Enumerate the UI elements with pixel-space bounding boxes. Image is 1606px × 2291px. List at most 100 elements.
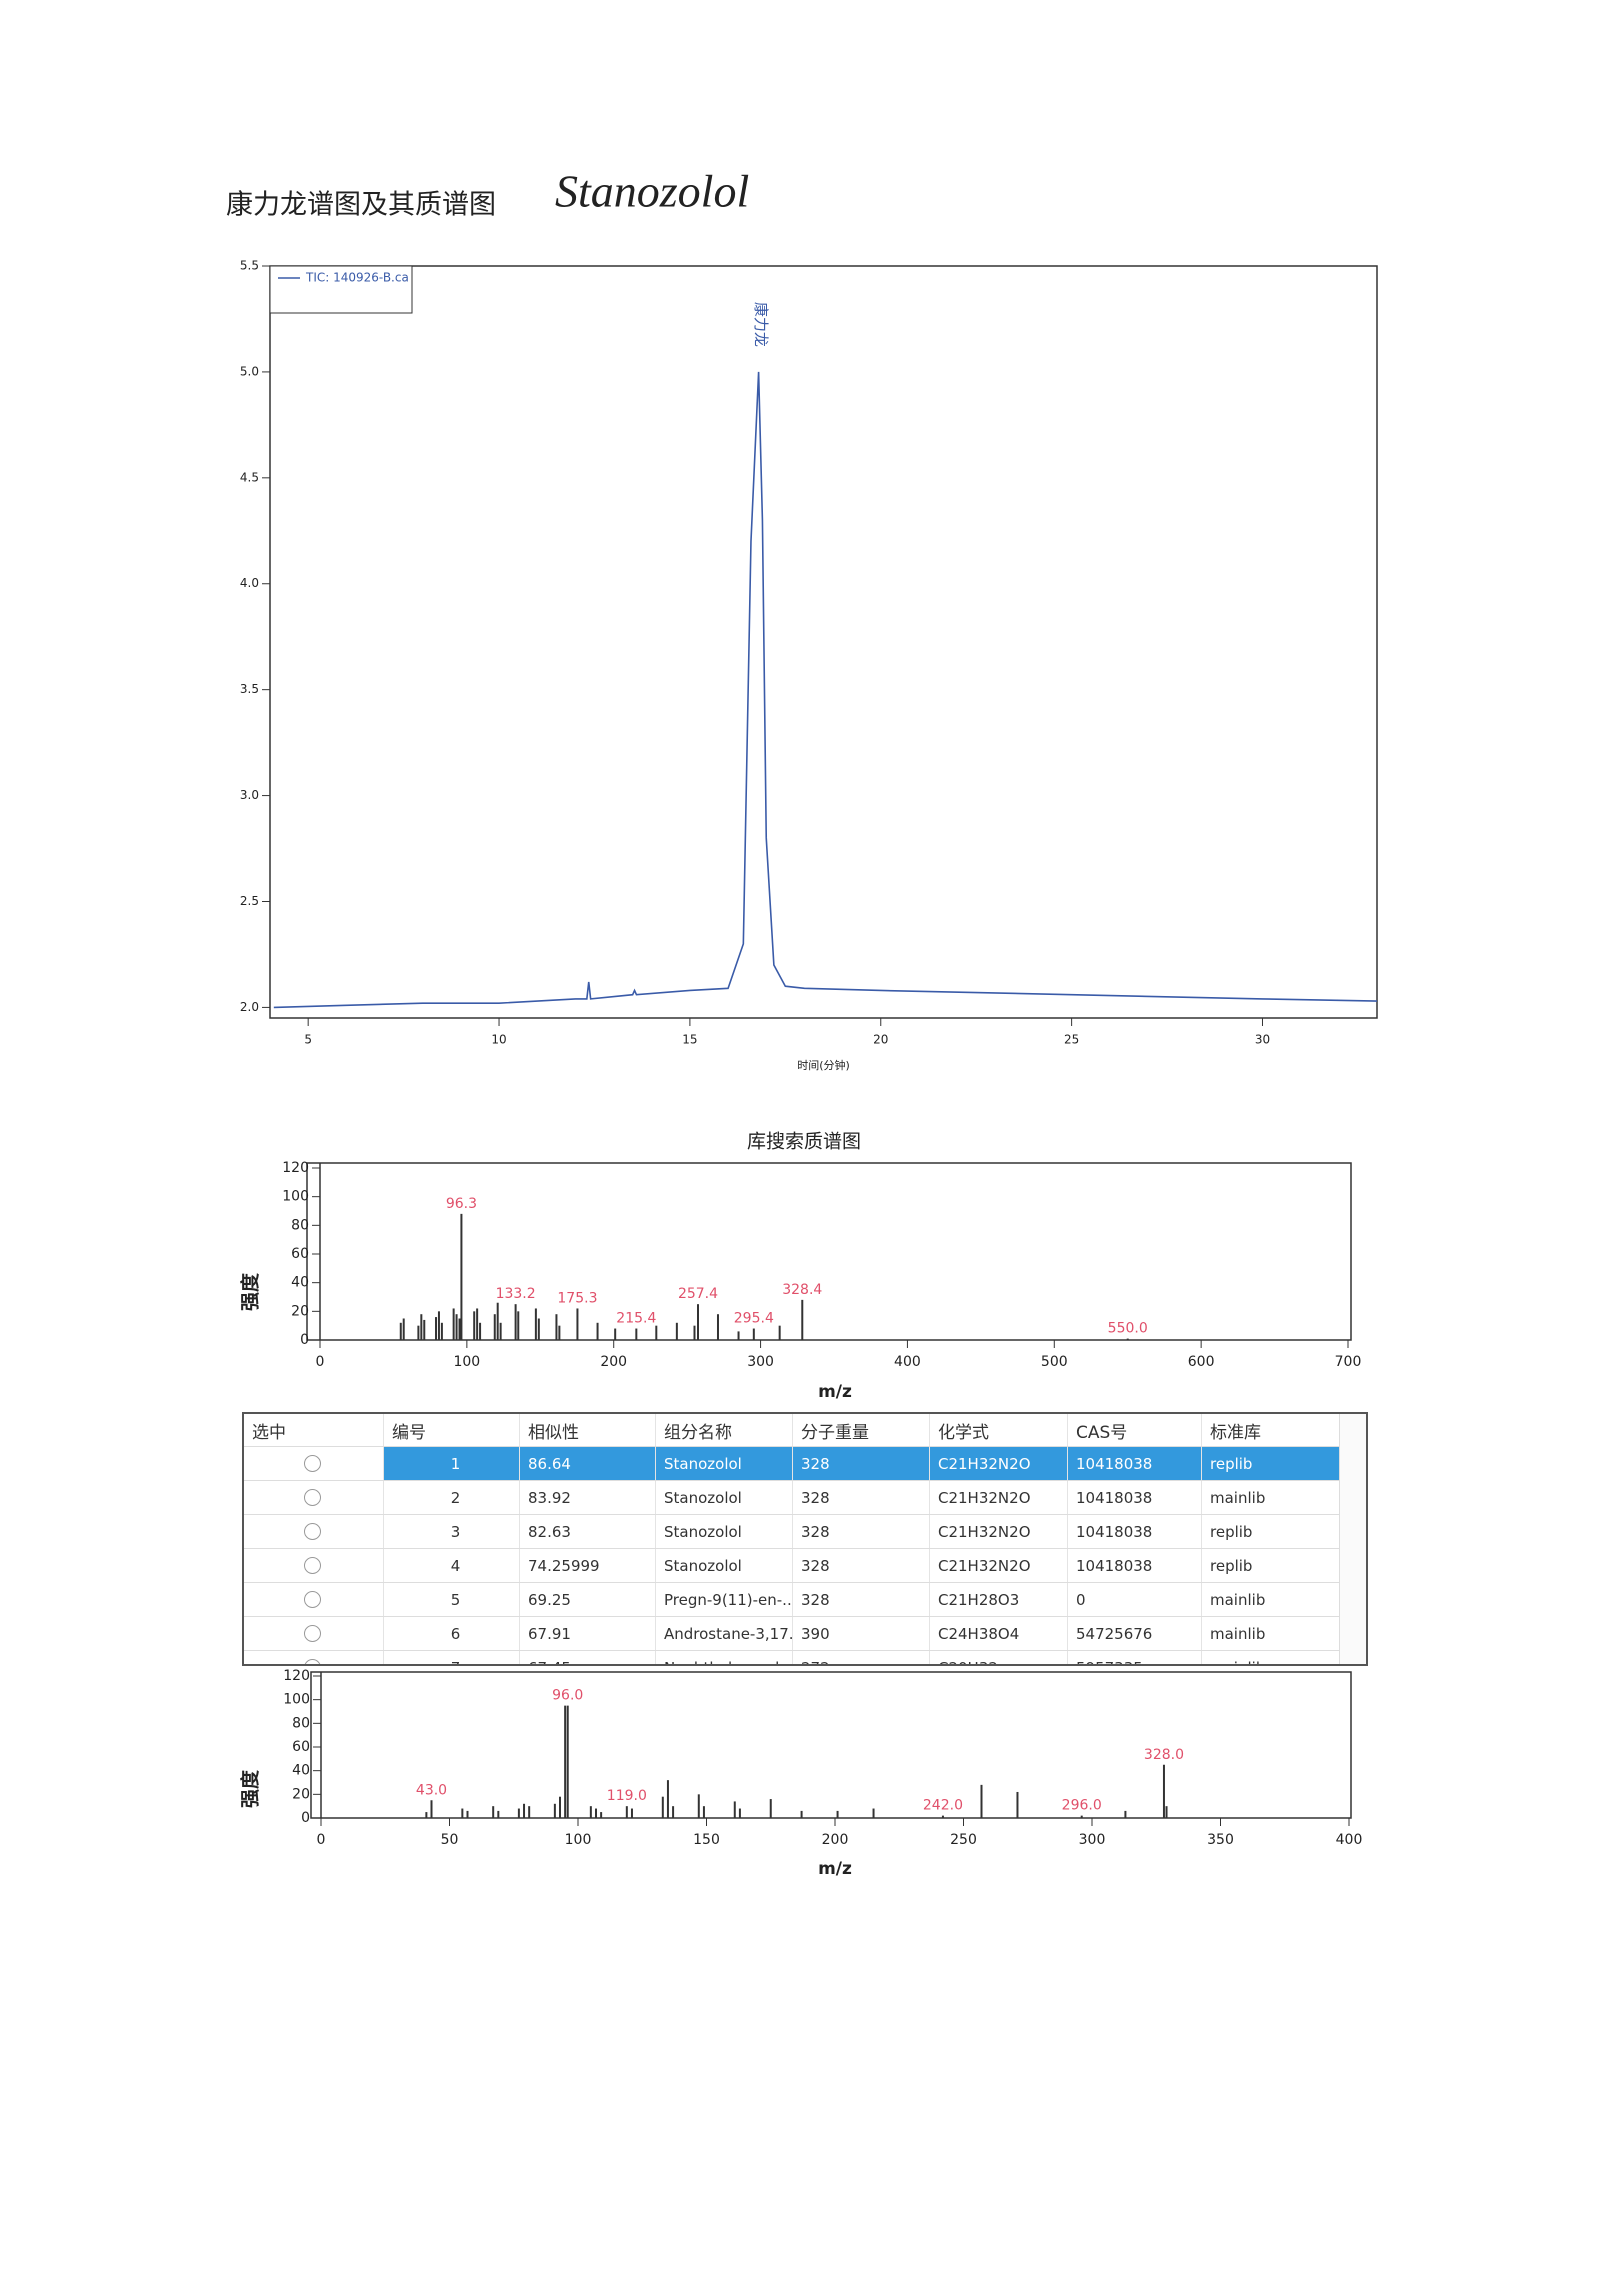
chromatogram-line — [273, 371, 1378, 1009]
x-tick-label: 50 — [441, 1832, 459, 1848]
x-tick-label: 600 — [1188, 1354, 1215, 1370]
x-tick-label: 5 — [304, 1033, 312, 1047]
table-cell: Naphthalene, d... — [656, 1651, 793, 1664]
x-tick-label: 0 — [317, 1832, 326, 1848]
column-header: 选中 — [244, 1414, 384, 1446]
peak-label: 96.3 — [446, 1196, 477, 1212]
plot-frame — [310, 1671, 1352, 1819]
x-tick-label: 150 — [693, 1832, 720, 1848]
table-cell: 67.91 — [520, 1617, 656, 1650]
legend-label: TIC: 140926-B.ca — [305, 271, 409, 285]
x-tick-label: 300 — [1079, 1832, 1106, 1848]
table-cell: 74.25999 — [520, 1549, 656, 1582]
table-cell: C21H32N2O — [930, 1515, 1068, 1548]
select-cell — [244, 1549, 384, 1582]
column-header: 组分名称 — [656, 1414, 793, 1446]
table-cell: C21H28O3 — [930, 1583, 1068, 1616]
x-tick-label: 250 — [950, 1832, 977, 1848]
table-cell: 86.64 — [520, 1447, 656, 1480]
row-radio[interactable] — [304, 1489, 321, 1506]
y-tick-label: 3.0 — [240, 788, 259, 802]
table-cell: 6 — [384, 1617, 520, 1650]
select-cell — [244, 1583, 384, 1616]
table-cell: 390 — [793, 1617, 930, 1650]
peak-label: 康力龙 — [752, 302, 770, 347]
table-row: 1 86.64 Stanozolol 328 C21H32N2O 10418038 repl… — [244, 1447, 1366, 1481]
table-cell: C21H32N2O — [930, 1481, 1068, 1514]
column-header: 分子重量 — [793, 1414, 930, 1446]
table-cell: 328 — [793, 1549, 930, 1582]
table-cell: 7 — [384, 1651, 520, 1664]
row-radio[interactable] — [304, 1591, 321, 1608]
legend-box — [269, 265, 413, 314]
x-tick-label: 30 — [1255, 1033, 1270, 1047]
y-tick-label: 5.5 — [240, 259, 259, 273]
table-cell: 328 — [793, 1447, 930, 1480]
column-header: 编号 — [384, 1414, 520, 1446]
table-cell: 5957335 — [1068, 1651, 1202, 1664]
scrollbar[interactable] — [1339, 1414, 1366, 1664]
table-row: 767.45Naphthalene, d...272C20H325957335m… — [244, 1651, 1366, 1664]
table-cell: mainlib — [1202, 1617, 1342, 1650]
table-cell: mainlib — [1202, 1651, 1342, 1664]
y-tick-label: 80 — [291, 1217, 309, 1233]
y-tick-label: 80 — [292, 1715, 310, 1731]
table-cell: Stanozolol — [656, 1481, 793, 1514]
peak-label: 215.4 — [616, 1311, 656, 1327]
y-tick-label: 4.0 — [240, 576, 259, 590]
x-tick-label: 200 — [600, 1354, 627, 1370]
x-tick-label: 500 — [1041, 1354, 1068, 1370]
row-radio[interactable] — [304, 1625, 321, 1642]
column-header: CAS号 — [1068, 1414, 1202, 1446]
peak-label: 295.4 — [734, 1311, 774, 1327]
table-cell: 2 — [384, 1481, 520, 1514]
y-axis-label: 强度 — [239, 1272, 262, 1311]
column-header: 相似性 — [520, 1414, 656, 1446]
table-cell: 328 — [793, 1515, 930, 1548]
y-axis-label: 强度 — [239, 1769, 262, 1808]
page-title: 康力龙谱图及其质谱图 — [226, 190, 496, 221]
table-row: 4 74.25999 Stanozolol 328 C21H32N2O 10418038 r… — [244, 1549, 1366, 1583]
y-tick-label: 0 — [301, 1810, 310, 1826]
y-tick-label: 3.5 — [240, 682, 259, 696]
x-axis-label: 时间(分钟) — [797, 1058, 850, 1072]
select-cell — [244, 1447, 384, 1480]
x-tick-label: 400 — [894, 1354, 921, 1370]
table-cell: 328 — [793, 1583, 930, 1616]
table-cell: Stanozolol — [656, 1515, 793, 1548]
select-cell — [244, 1651, 384, 1664]
column-header: 化学式 — [930, 1414, 1068, 1446]
peak-label: 242.0 — [923, 1798, 963, 1814]
plot-frame — [306, 1162, 1352, 1341]
table-cell: 10418038 — [1068, 1481, 1202, 1514]
table-cell: C21H32N2O — [930, 1549, 1068, 1582]
x-tick-label: 400 — [1336, 1832, 1363, 1848]
peak-label: 296.0 — [1062, 1798, 1102, 1814]
y-tick-label: 100 — [282, 1189, 309, 1205]
table-cell: 67.45 — [520, 1651, 656, 1664]
row-radio[interactable] — [304, 1455, 321, 1472]
table-cell: mainlib — [1202, 1481, 1342, 1514]
row-radio[interactable] — [304, 1659, 321, 1664]
table-cell: Stanozolol — [656, 1549, 793, 1582]
table-cell: mainlib — [1202, 1583, 1342, 1616]
x-tick-label: 20 — [873, 1033, 888, 1047]
table-cell: Pregn-9(11)-en-... — [656, 1583, 793, 1616]
table-cell: replib — [1202, 1515, 1342, 1548]
table-cell: 54725676 — [1068, 1617, 1202, 1650]
peak-label: 550.0 — [1108, 1321, 1148, 1337]
select-cell — [244, 1481, 384, 1514]
y-tick-label: 40 — [292, 1763, 310, 1779]
table-cell: 3 — [384, 1515, 520, 1548]
table-cell: C21H32N2O — [930, 1447, 1068, 1480]
table-cell: 0 — [1068, 1583, 1202, 1616]
table-cell: 4 — [384, 1549, 520, 1582]
row-radio[interactable] — [304, 1557, 321, 1574]
x-tick-label: 350 — [1207, 1832, 1234, 1848]
select-cell — [244, 1617, 384, 1650]
row-radio[interactable] — [304, 1523, 321, 1540]
table-cell: 328 — [793, 1481, 930, 1514]
x-tick-label: 10 — [491, 1033, 506, 1047]
